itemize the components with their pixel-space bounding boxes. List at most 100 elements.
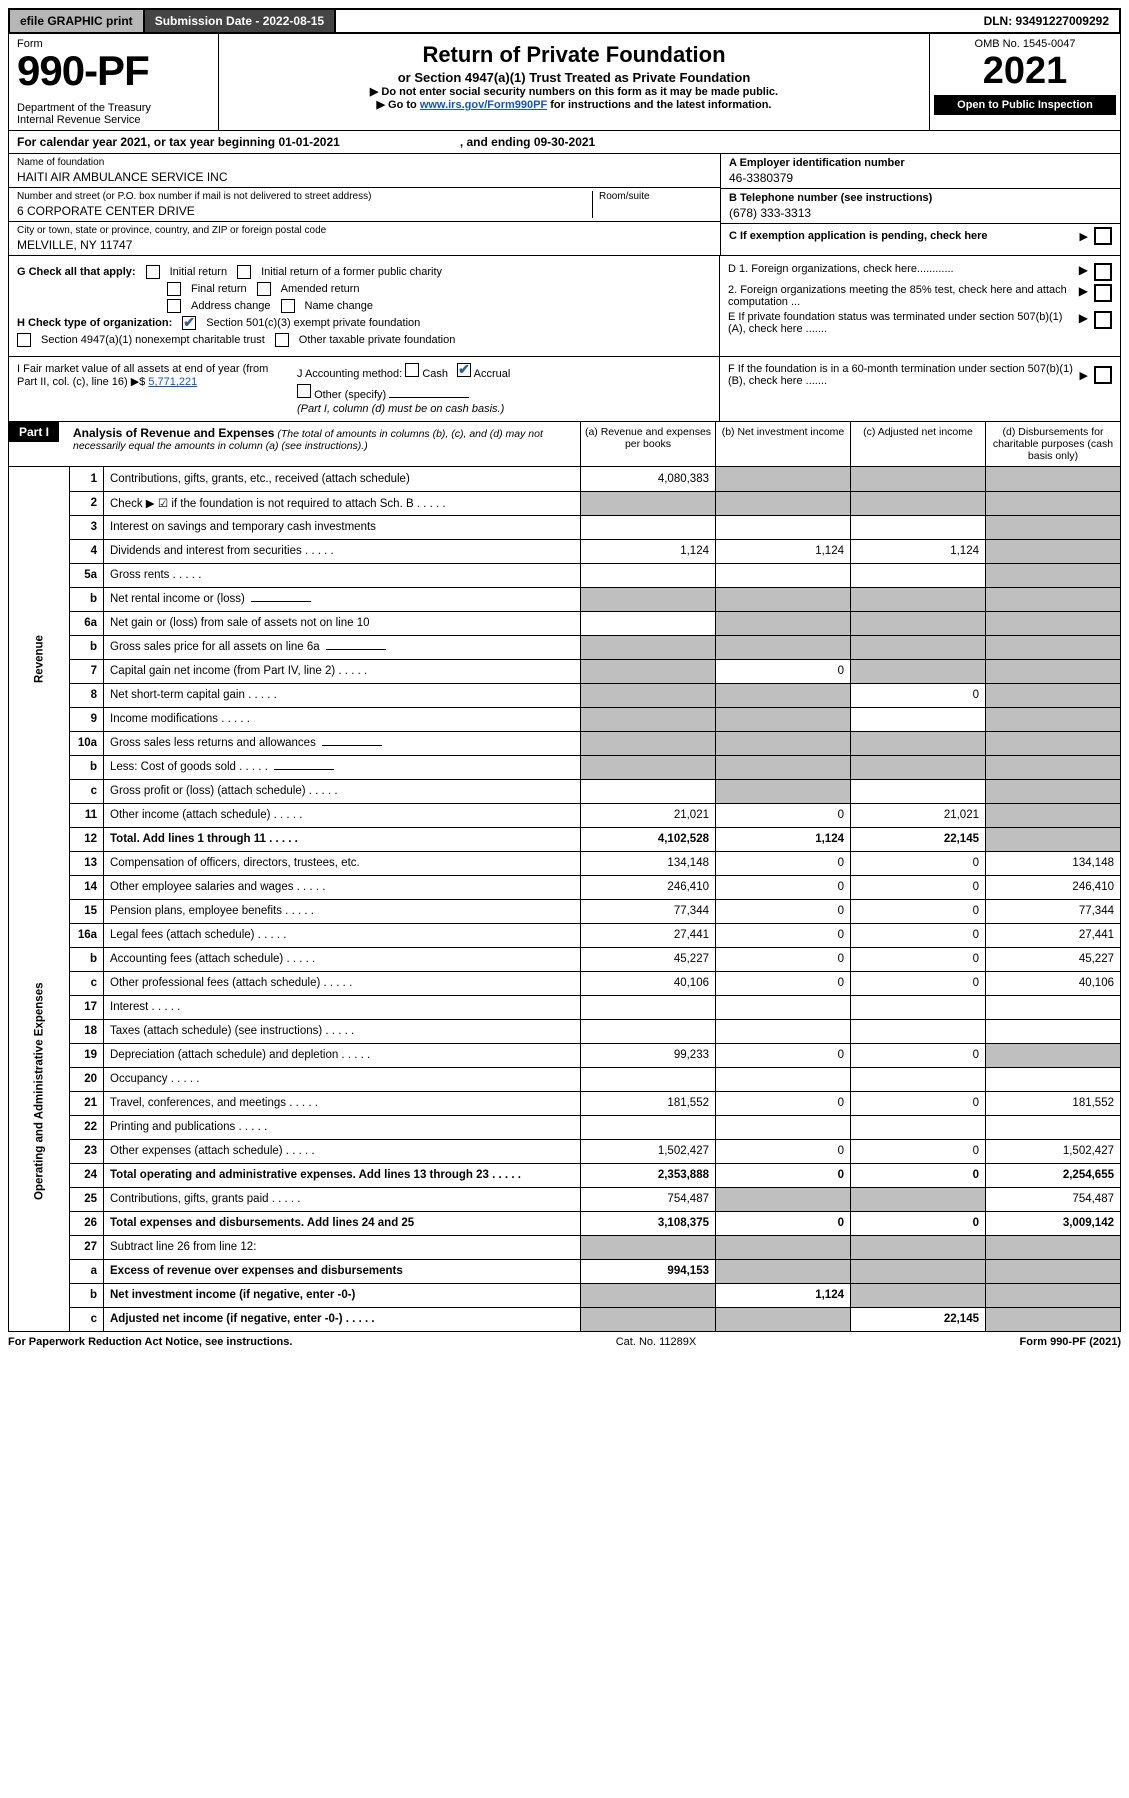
line-desc: Check ▶ ☑ if the foundation is not requi… [104, 491, 581, 515]
efile-label: efile GRAPHIC print [10, 10, 145, 32]
section-d-e: D 1. Foreign organizations, check here..… [720, 256, 1120, 356]
cell-d [986, 1235, 1121, 1259]
cell-a: 77,344 [581, 899, 716, 923]
cell-b [716, 587, 851, 611]
cell-a [581, 1283, 716, 1307]
table-row: 5aGross rents [9, 563, 1121, 587]
j-note: (Part I, column (d) must be on cash basi… [297, 403, 711, 415]
address-cell: Number and street (or P.O. box number if… [9, 188, 720, 222]
line-number: b [70, 587, 104, 611]
chk-foreign-85[interactable] [1094, 284, 1112, 302]
line-number: 3 [70, 515, 104, 539]
cell-b: 0 [716, 1211, 851, 1235]
cell-a [581, 779, 716, 803]
cell-d [986, 635, 1121, 659]
cell-b [716, 1307, 851, 1331]
cell-d [986, 563, 1121, 587]
table-row: 20Occupancy [9, 1067, 1121, 1091]
cell-b [716, 683, 851, 707]
cell-b [716, 707, 851, 731]
footer-right: Form 990-PF (2021) [1020, 1336, 1121, 1348]
chk-501c3[interactable] [182, 316, 196, 330]
cell-d [986, 1067, 1121, 1091]
cell-b: 0 [716, 1091, 851, 1115]
line-number: 10a [70, 731, 104, 755]
cell-d [986, 803, 1121, 827]
chk-name-change[interactable] [281, 299, 295, 313]
cell-d [986, 1043, 1121, 1067]
cell-b [716, 1019, 851, 1043]
cell-d [986, 515, 1121, 539]
cell-b [716, 611, 851, 635]
line-desc: Gross profit or (loss) (attach schedule) [104, 779, 581, 803]
chk-address-change[interactable] [167, 299, 181, 313]
topbar: efile GRAPHIC print Submission Date - 20… [8, 8, 1121, 34]
cell-d: 40,106 [986, 971, 1121, 995]
cell-b: 0 [716, 803, 851, 827]
table-row: 26Total expenses and disbursements. Add … [9, 1211, 1121, 1235]
table-row: 17Interest [9, 995, 1121, 1019]
line-desc: Total operating and administrative expen… [104, 1163, 581, 1187]
line-number: 1 [70, 467, 104, 491]
line-number: 26 [70, 1211, 104, 1235]
line-number: 7 [70, 659, 104, 683]
chk-initial-return[interactable] [146, 265, 160, 279]
chk-final-return[interactable] [167, 282, 181, 296]
id-right: A Employer identification number 46-3380… [720, 154, 1120, 255]
irs-label: Internal Revenue Service [17, 114, 210, 126]
chk-507b1a[interactable] [1094, 311, 1112, 329]
cell-b: 0 [716, 1139, 851, 1163]
chk-amended-return[interactable] [257, 282, 271, 296]
chk-other-method[interactable] [297, 384, 311, 398]
city-state-zip: MELVILLE, NY 11747 [17, 236, 712, 252]
line-number: c [70, 1307, 104, 1331]
cell-b [716, 1187, 851, 1211]
table-row: Revenue1Contributions, gifts, grants, et… [9, 467, 1121, 491]
line-desc: Travel, conferences, and meetings [104, 1091, 581, 1115]
line-number: 9 [70, 707, 104, 731]
cell-a: 1,502,427 [581, 1139, 716, 1163]
header-mid: Return of Private Foundation or Section … [219, 34, 930, 130]
line-desc: Income modifications [104, 707, 581, 731]
other-method-input[interactable] [389, 397, 469, 398]
part1-badge: Part I [9, 422, 59, 442]
chk-foreign-org[interactable] [1094, 263, 1112, 281]
note-ssn: ▶ Do not enter social security numbers o… [227, 85, 921, 98]
line-desc: Net short-term capital gain [104, 683, 581, 707]
form-header: Form 990-PF Department of the Treasury I… [8, 34, 1121, 131]
cell-d: 754,487 [986, 1187, 1121, 1211]
table-row: 14Other employee salaries and wages246,4… [9, 875, 1121, 899]
fmv-value[interactable]: 5,771,221 [148, 376, 197, 388]
cell-a: 134,148 [581, 851, 716, 875]
chk-other-taxable[interactable] [275, 333, 289, 347]
cell-c: 0 [851, 875, 986, 899]
line-number: 23 [70, 1139, 104, 1163]
cell-a [581, 1307, 716, 1331]
cell-c: 0 [851, 923, 986, 947]
chk-4947a1[interactable] [17, 333, 31, 347]
line-number: 15 [70, 899, 104, 923]
line-number: 27 [70, 1235, 104, 1259]
cell-c [851, 611, 986, 635]
exemption-checkbox[interactable] [1094, 227, 1112, 245]
chk-cash[interactable] [405, 363, 419, 377]
chk-507b1b[interactable] [1094, 366, 1112, 384]
line-desc: Net gain or (loss) from sale of assets n… [104, 611, 581, 635]
line-number: 24 [70, 1163, 104, 1187]
cell-d: 2,254,655 [986, 1163, 1121, 1187]
line-number: 21 [70, 1091, 104, 1115]
line-number: 8 [70, 683, 104, 707]
line-desc: Gross sales price for all assets on line… [104, 635, 581, 659]
cell-b [716, 779, 851, 803]
line-desc: Accounting fees (attach schedule) [104, 947, 581, 971]
cell-d [986, 1115, 1121, 1139]
cell-b [716, 467, 851, 491]
cell-a: 4,080,383 [581, 467, 716, 491]
cell-a: 2,353,888 [581, 1163, 716, 1187]
line-number: 14 [70, 875, 104, 899]
chk-initial-public[interactable] [237, 265, 251, 279]
chk-accrual[interactable] [457, 363, 471, 377]
line-desc: Interest on savings and temporary cash i… [104, 515, 581, 539]
irs-link[interactable]: www.irs.gov/Form990PF [420, 99, 547, 111]
cell-d [986, 1307, 1121, 1331]
